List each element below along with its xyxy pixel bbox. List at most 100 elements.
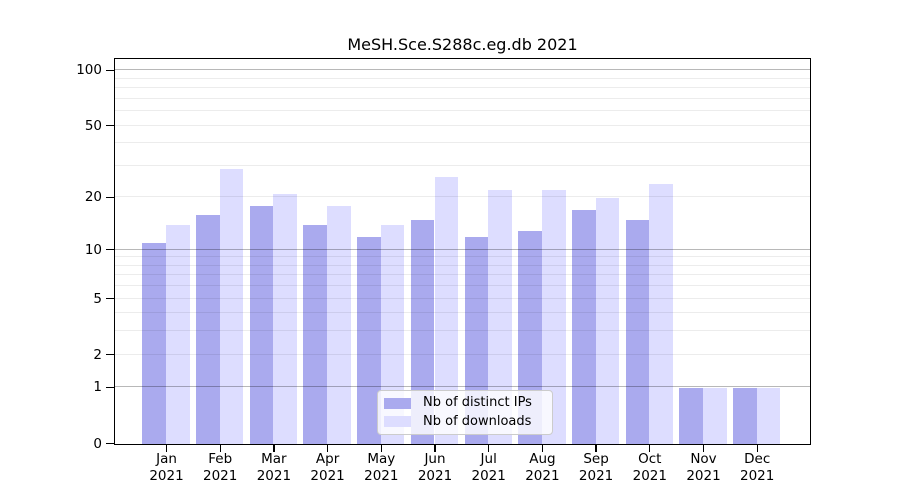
minor-gridline-30 — [115, 164, 810, 166]
y-tick-label-20: 20 — [84, 189, 102, 206]
legend-label-distinct-ips: Nb of distinct IPs — [423, 395, 532, 411]
y-tick-mark-20 — [106, 196, 114, 198]
bar-nb-of-downloads-apr — [327, 205, 351, 444]
y-tick-label-100: 100 — [76, 62, 102, 79]
minor-gridline-8 — [115, 264, 810, 266]
x-tick-year: 2021 — [203, 468, 238, 484]
x-tick-label-sep-2021: Sep 2021 — [561, 451, 631, 485]
x-tick-label-may-2021: May 2021 — [346, 451, 416, 485]
bar-nb-of-downloads-jan — [166, 225, 190, 444]
legend-swatch-distinct-ips — [384, 397, 411, 409]
legend-swatch-downloads — [384, 416, 411, 428]
x-tick-mark-feb — [219, 445, 221, 452]
bar-nb-of-distinct-ips-nov — [679, 387, 703, 444]
minor-gridline-3 — [115, 330, 810, 332]
legend-label-downloads: Nb of downloads — [423, 413, 532, 429]
y-tick-mark-100 — [106, 69, 114, 71]
x-tick-label-nov-2021: Nov 2021 — [669, 451, 739, 485]
major-gridline-100 — [115, 69, 810, 71]
x-tick-month: Apr — [315, 451, 340, 467]
minor-gridline-40 — [115, 142, 810, 144]
plot-area: Nb of distinct IPs Nb of downloads — [114, 58, 811, 445]
x-tick-month: Dec — [744, 451, 771, 467]
x-tick-label-jul-2021: Jul 2021 — [454, 451, 524, 485]
minor-gridline-60 — [115, 110, 810, 112]
x-tick-month: Feb — [208, 451, 233, 467]
x-tick-label-aug-2021: Aug 2021 — [507, 451, 577, 485]
x-tick-year: 2021 — [632, 468, 667, 484]
x-tick-year: 2021 — [740, 468, 775, 484]
bar-nb-of-downloads-jul — [488, 190, 512, 444]
legend: Nb of distinct IPs Nb of downloads — [377, 390, 553, 435]
x-tick-month: Jan — [156, 451, 177, 467]
x-tick-mark-nov — [702, 445, 705, 452]
bar-nb-of-distinct-ips-may — [357, 236, 381, 444]
x-tick-label-jan-2021: Jan 2021 — [132, 451, 202, 485]
x-tick-year: 2021 — [364, 468, 399, 484]
x-tick-month: Jun — [424, 451, 446, 467]
minor-gridline-5 — [115, 297, 810, 299]
minor-gridline-70 — [115, 97, 810, 99]
y-tick-label-50: 50 — [84, 117, 102, 134]
x-tick-label-jun-2021: Jun 2021 — [400, 451, 470, 485]
minor-gridline-80 — [115, 87, 810, 89]
y-tick-label-2: 2 — [93, 346, 102, 363]
y-tick-mark-10 — [106, 248, 114, 251]
x-tick-mark-apr — [326, 445, 329, 452]
y-tick-mark-50 — [106, 124, 114, 127]
legend-item-downloads: Nb of downloads — [384, 414, 546, 430]
legend-item-distinct-ips: Nb of distinct IPs — [384, 395, 546, 411]
x-tick-mark-jun — [434, 445, 436, 452]
bar-nb-of-distinct-ips-mar — [249, 205, 274, 444]
x-tick-year: 2021 — [686, 468, 721, 484]
x-tick-label-dec-2021: Dec 2021 — [722, 451, 792, 485]
x-tick-mark-jul — [488, 445, 490, 452]
x-tick-mark-dec — [756, 445, 758, 452]
grid-layer — [115, 59, 810, 444]
x-tick-month: Sep — [583, 451, 609, 467]
x-tick-mark-oct — [649, 445, 651, 452]
x-tick-label-mar-2021: Mar 2021 — [239, 451, 309, 485]
x-tick-mark-mar — [273, 445, 275, 452]
x-tick-label-oct-2021: Oct 2021 — [615, 451, 685, 485]
x-tick-month: Oct — [638, 451, 662, 467]
minor-gridline-2 — [115, 353, 810, 355]
y-tick-mark-1 — [106, 386, 114, 389]
bar-nb-of-distinct-ips-oct — [625, 219, 650, 444]
minor-gridline-50 — [115, 124, 810, 126]
bar-nb-of-downloads-sep — [595, 197, 620, 444]
x-tick-year: 2021 — [578, 468, 614, 484]
major-gridline-1 — [115, 386, 810, 388]
y-tick-label-5: 5 — [93, 290, 102, 307]
minor-gridline-20 — [115, 196, 810, 198]
bar-nb-of-distinct-ips-dec — [733, 387, 757, 444]
y-tick-mark-2 — [106, 354, 114, 356]
x-tick-month: May — [367, 451, 396, 467]
x-tick-label-apr-2021: Apr 2021 — [293, 451, 363, 485]
bar-nb-of-downloads-nov — [703, 387, 727, 444]
minor-gridline-6 — [115, 285, 810, 287]
x-tick-year: 2021 — [417, 468, 453, 484]
x-tick-year: 2021 — [310, 468, 345, 484]
minor-gridline-90 — [115, 77, 810, 79]
y-tick-mark-0 — [106, 442, 114, 445]
bar-nb-of-downloads-feb — [219, 168, 244, 444]
x-tick-month: Mar — [261, 451, 287, 467]
x-tick-month: Jul — [480, 451, 497, 467]
bar-nb-of-downloads-jun — [434, 177, 459, 444]
bar-nb-of-downloads-dec — [756, 387, 781, 444]
x-tick-mark-aug — [541, 445, 544, 452]
x-tick-year: 2021 — [256, 468, 292, 484]
x-tick-label-feb-2021: Feb 2021 — [185, 451, 255, 485]
x-tick-month: Aug — [529, 451, 556, 467]
x-tick-mark-sep — [595, 445, 597, 452]
bar-nb-of-downloads-aug — [541, 190, 566, 444]
minor-gridline-7 — [115, 274, 810, 276]
bar-nb-of-distinct-ips-sep — [571, 210, 596, 444]
bar-nb-of-downloads-mar — [273, 194, 298, 444]
bar-nb-of-distinct-ips-apr — [303, 225, 328, 444]
minor-gridline-4 — [115, 312, 810, 314]
bar-nb-of-distinct-ips-jan — [142, 243, 166, 444]
x-tick-year: 2021 — [149, 468, 184, 484]
